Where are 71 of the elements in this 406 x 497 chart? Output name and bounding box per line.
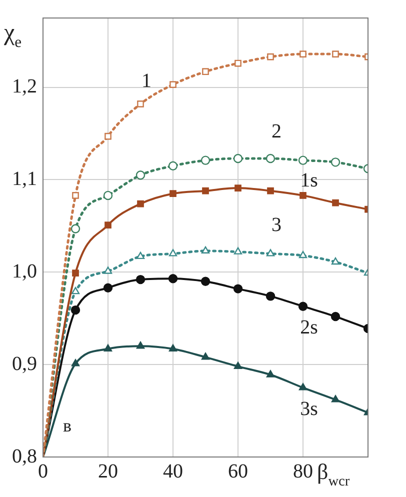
point <box>136 341 145 349</box>
point <box>202 68 209 76</box>
point <box>168 344 178 352</box>
point <box>202 187 209 194</box>
point <box>70 224 80 234</box>
point <box>104 132 112 140</box>
series-label: 3s <box>300 398 318 420</box>
point <box>200 156 210 165</box>
series-label: 1s <box>300 170 318 192</box>
x-tick-label: 80 <box>293 460 313 482</box>
point <box>298 383 308 390</box>
point <box>170 190 176 198</box>
y-tick-label: 0,8 <box>12 445 37 468</box>
point <box>330 312 340 322</box>
point <box>330 158 340 167</box>
point <box>136 170 146 180</box>
point <box>72 270 79 277</box>
series-label: 3 <box>272 214 282 236</box>
point <box>300 192 306 199</box>
series-label: 2 <box>272 120 282 143</box>
point <box>72 192 79 199</box>
point <box>168 161 178 170</box>
point <box>201 246 210 254</box>
point <box>331 257 340 265</box>
point <box>103 190 113 200</box>
point <box>234 247 242 254</box>
annotation: в <box>63 416 72 436</box>
point <box>104 344 112 352</box>
x-tick-label: 20 <box>98 460 118 482</box>
point <box>266 292 276 301</box>
point <box>298 156 308 165</box>
point <box>201 352 210 360</box>
point <box>266 154 276 164</box>
point <box>267 187 274 194</box>
point <box>200 276 210 286</box>
point <box>267 53 274 60</box>
x-tick-label: 0 <box>38 460 48 482</box>
point <box>331 395 340 402</box>
point <box>137 200 144 208</box>
point <box>234 362 242 370</box>
point <box>70 305 80 315</box>
series-label: 2s <box>300 316 318 339</box>
point <box>136 252 145 260</box>
point <box>266 370 275 378</box>
y-tick-label: 1,2 <box>12 76 37 98</box>
point <box>71 286 80 294</box>
point <box>298 302 308 311</box>
point <box>71 359 80 366</box>
point <box>332 50 339 58</box>
point <box>168 249 178 256</box>
point <box>170 81 176 88</box>
point <box>168 274 178 284</box>
point <box>103 283 113 292</box>
point <box>298 250 308 258</box>
point <box>266 249 275 256</box>
y-tick-label: 1,0 <box>12 260 37 282</box>
point <box>234 184 242 192</box>
point <box>136 274 146 284</box>
point <box>300 50 306 58</box>
x-tick-label: 40 <box>163 460 183 482</box>
series-label: 1 <box>142 70 152 92</box>
point <box>104 222 112 228</box>
point <box>233 284 243 294</box>
x-tick-label: 60 <box>228 460 248 482</box>
point <box>332 199 339 206</box>
point <box>233 154 243 164</box>
point <box>137 100 144 108</box>
y-tick-label: 1,1 <box>12 168 37 190</box>
y-tick-label: 0,9 <box>12 352 37 375</box>
point <box>234 60 242 67</box>
point <box>104 266 112 274</box>
